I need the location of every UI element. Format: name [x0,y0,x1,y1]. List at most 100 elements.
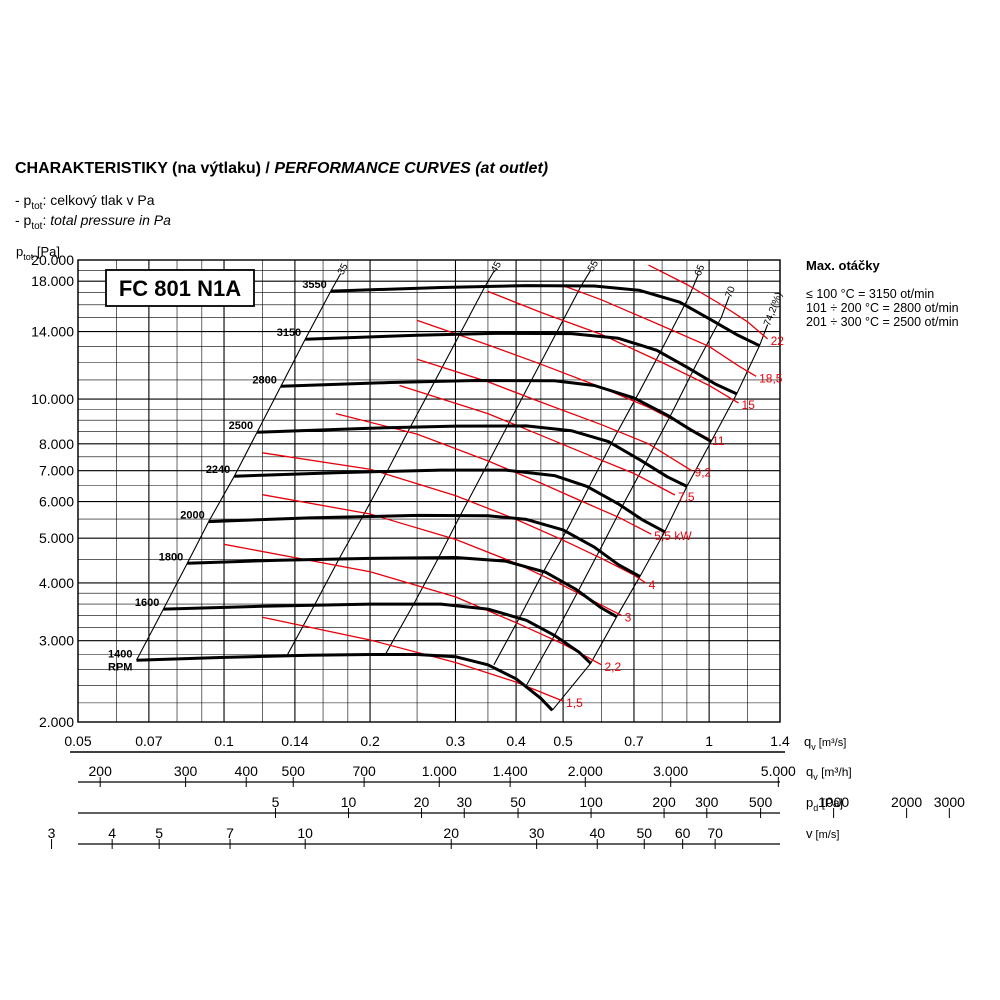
y-tick-label: 2.000 [39,714,74,730]
power-label: 4 [649,578,656,592]
aux-scale-label: 5 [272,794,280,810]
speed-label: 1400 [108,648,132,660]
power-label: 3 [625,611,632,625]
title-czech: CHARAKTERISTIKY (na výtlaku) / [15,160,270,177]
efficiency-line [384,270,592,655]
efficiency-lines [136,270,769,711]
aux-scale-label: 300 [695,794,719,810]
max-speed-line: ≤ 100 °C = 3150 ot/min [806,287,935,301]
x-tick-label: 0.07 [135,733,162,749]
efficiency-label: 70 [724,285,738,300]
x-axis-label: qv [m³/s] [804,734,846,752]
efficiency-label: 45 [489,259,504,275]
aux-scale-unit: v [m/s] [806,826,839,841]
x-tick-label: 1 [705,733,713,749]
aux-scale-label: 200 [652,794,676,810]
x-tick-label: 0.1 [214,733,234,749]
aux-scale-label: 400 [235,763,259,779]
power-label: 22 [771,334,785,348]
power-curve [416,358,692,472]
x-tick-label: 1.4 [770,733,790,749]
speed-label: 2000 [180,510,204,522]
y-tick-label: 3.000 [39,633,74,649]
power-label: 2,2 [604,660,621,674]
aux-scale-label: 3000 [934,794,965,810]
aux-scale-label: 3.000 [653,763,688,779]
aux-scale-label: 4 [108,825,116,841]
aux-scale-label: 1.400 [493,763,528,779]
x-tick-label: 0.5 [553,733,573,749]
max-speed-line: 201 ÷ 300 °C = 2500 ot/min [806,315,959,329]
aux-scale-unit: pd [Pa] [806,795,843,813]
efficiency-label: 65 [693,263,708,278]
aux-scale-label: 70 [707,825,723,841]
power-curves [223,264,769,702]
speed-curve [330,284,761,348]
model-box [105,269,255,307]
speed-label: 2800 [252,374,276,386]
x-tick-label: 0.3 [446,733,466,749]
efficiency-label: 74,2(%) [762,291,785,328]
aux-scale-label: 200 [89,763,113,779]
efficiency-label: 55 [586,258,601,274]
efficiency-line [551,324,769,711]
aux-scale-label: 50 [510,794,526,810]
power-label: 5,5 kW [654,529,692,543]
x-tick-label: 0.7 [624,733,644,749]
legend-english: - ptot: total pressure in Pa [15,212,171,232]
speed-label: 1600 [135,597,159,609]
aux-scale-label: 5 [155,825,163,841]
aux-scale-label: 2000 [891,794,922,810]
speed-curves [136,284,761,712]
rpm-unit-label: RPM [108,661,132,673]
y-tick-label: 20.000 [31,252,74,268]
model-name: FC 801 N1A [119,276,241,301]
aux-scale-label: 300 [174,763,198,779]
speed-curve [280,379,712,443]
legend-czech: - ptot: celkový tlak v Pa [15,192,155,212]
y-tick-label: 6.000 [39,494,74,510]
grid [77,259,781,723]
x-tick-label: 0.2 [360,733,380,749]
speed-curve [136,653,554,712]
efficiency-line [493,274,699,666]
y-tick-label: 5.000 [39,530,74,546]
power-curve [487,290,739,404]
title-english: PERFORMANCE CURVES (at outlet) [274,160,549,177]
aux-scale-label: 100 [579,794,603,810]
speed-curve [163,602,592,665]
aux-scale-label: 20 [414,794,430,810]
aux-scale-label: 10 [297,825,313,841]
auxiliary-scales: 200 300 400 500 700 1.000 1.400 2.000 3.000 5.000… [48,751,965,849]
power-curve [399,384,676,496]
power-curve [262,616,564,702]
aux-scale-label: 40 [589,825,605,841]
aux-scale-label: 3 [48,825,56,841]
efficiency-line [136,273,342,661]
aux-scale-label: 30 [529,825,545,841]
speed-label: 3550 [302,279,326,291]
y-tick-label: 18.000 [31,273,74,289]
power-label: 7,5 [678,490,695,504]
speed-curve [208,513,641,578]
aux-scale-label: 500 [749,794,773,810]
power-curve [262,452,647,584]
aux-scale-label: 500 [282,763,306,779]
chart-labels: 2.000 3.000 4.000 5.000 6.000 7.000 8.000 10.00… [16,244,846,752]
speed-label: 2500 [229,420,253,432]
speed-label: 3150 [277,327,301,339]
x-tick-label: 0.4 [506,733,526,749]
y-tick-label: 8.000 [39,436,74,452]
aux-scale-label: 60 [675,825,691,841]
efficiency-line [525,296,730,686]
y-axis-label: ptot [Pa] [16,244,60,262]
aux-scale-label: 700 [352,763,376,779]
max-speed-heading: Max. otáčky [806,258,880,273]
aux-scale-unit: qv [m³/h] [806,764,852,782]
y-tick-label: 10.000 [31,391,74,407]
max-speed-panel: Max. otáčky ≤ 100 °C = 3150 ot/min 101 ÷… [806,258,959,329]
aux-scale-label: 2.000 [568,763,603,779]
x-tick-label: 0.14 [281,733,308,749]
power-label: 1,5 [566,696,583,710]
